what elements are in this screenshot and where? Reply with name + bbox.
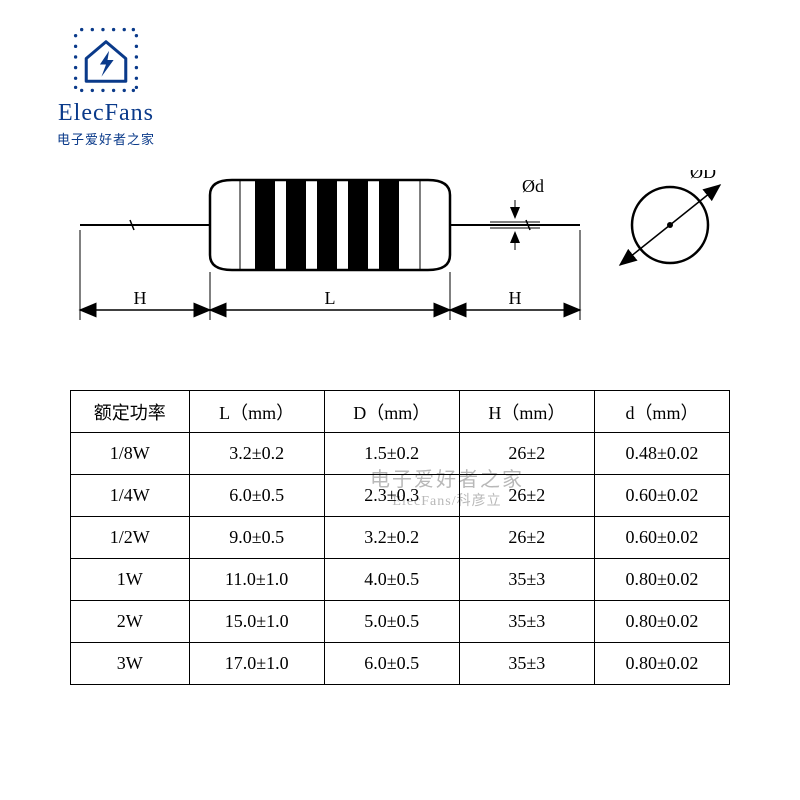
dim-phi-d: Ød <box>490 176 544 250</box>
table-row: 3W 17.0±1.0 6.0±0.5 35±3 0.80±0.02 <box>71 643 730 685</box>
brand-title: ElecFans <box>22 100 190 127</box>
cell: 0.80±0.02 <box>594 559 729 601</box>
cell: 9.0±0.5 <box>189 517 324 559</box>
cell: 15.0±1.0 <box>189 601 324 643</box>
cell: 35±3 <box>459 601 594 643</box>
cell: 17.0±1.0 <box>189 643 324 685</box>
table-row: 1/8W 3.2±0.2 1.5±0.2 26±2 0.48±0.02 <box>71 433 730 475</box>
resistor-side-view <box>80 180 580 270</box>
cell: 6.0±0.5 <box>189 475 324 517</box>
cell: 0.80±0.02 <box>594 601 729 643</box>
th-H: H（mm） <box>459 391 594 433</box>
cell: 11.0±1.0 <box>189 559 324 601</box>
cell: 26±2 <box>459 475 594 517</box>
table-row: 1/4W 6.0±0.5 2.3±0.3 26±2 0.60±0.02 <box>71 475 730 517</box>
cell: 5.0±0.5 <box>324 601 459 643</box>
cell: 0.80±0.02 <box>594 643 729 685</box>
th-D: D（mm） <box>324 391 459 433</box>
th-L: L（mm） <box>189 391 324 433</box>
cell: 1W <box>71 559 190 601</box>
table-row: 2W 15.0±1.0 5.0±0.5 35±3 0.80±0.02 <box>71 601 730 643</box>
resistor-dimension-diagram: Ød ØD H L H <box>60 170 740 340</box>
table-header-row: 额定功率 L（mm） D（mm） H（mm） d（mm） <box>71 391 730 433</box>
th-d: d（mm） <box>594 391 729 433</box>
th-power: 额定功率 <box>71 391 190 433</box>
label-L: L <box>325 288 336 308</box>
brand-logo-icon <box>68 22 144 98</box>
label-phi-D: ØD <box>690 170 716 182</box>
cell: 35±3 <box>459 559 594 601</box>
cell: 4.0±0.5 <box>324 559 459 601</box>
cell: 2W <box>71 601 190 643</box>
cell: 0.60±0.02 <box>594 475 729 517</box>
cell: 0.48±0.02 <box>594 433 729 475</box>
table-row: 1W 11.0±1.0 4.0±0.5 35±3 0.80±0.02 <box>71 559 730 601</box>
cell: 0.60±0.02 <box>594 517 729 559</box>
brand-logo: ElecFans 电子爱好者之家 <box>22 22 190 148</box>
brand-subtitle: 电子爱好者之家 <box>22 129 190 148</box>
cell: 2.3±0.3 <box>324 475 459 517</box>
cell: 26±2 <box>459 433 594 475</box>
cell: 1.5±0.2 <box>324 433 459 475</box>
table-row: 1/2W 9.0±0.5 3.2±0.2 26±2 0.60±0.02 <box>71 517 730 559</box>
cell: 3.2±0.2 <box>324 517 459 559</box>
cell: 1/2W <box>71 517 190 559</box>
resistor-end-view: ØD <box>620 170 720 265</box>
cell: 35±3 <box>459 643 594 685</box>
cell: 1/4W <box>71 475 190 517</box>
cell: 3W <box>71 643 190 685</box>
cell: 6.0±0.5 <box>324 643 459 685</box>
label-H-left: H <box>134 288 147 308</box>
spec-table-element: 额定功率 L（mm） D（mm） H（mm） d（mm） 1/8W 3.2±0.… <box>70 390 730 685</box>
label-phi-d: Ød <box>522 176 544 196</box>
cell: 1/8W <box>71 433 190 475</box>
cell: 3.2±0.2 <box>189 433 324 475</box>
spec-table: 额定功率 L（mm） D（mm） H（mm） d（mm） 1/8W 3.2±0.… <box>70 390 730 685</box>
cell: 26±2 <box>459 517 594 559</box>
label-H-right: H <box>509 288 522 308</box>
